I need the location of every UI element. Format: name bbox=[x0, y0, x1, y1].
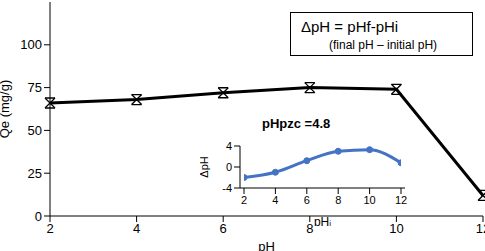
html-text:ΔpH = pHf-pHi: ΔpH = pHf-pHi bbox=[301, 18, 399, 35]
svg-text:4: 4 bbox=[226, 140, 232, 152]
svg-text:12: 12 bbox=[476, 221, 477, 236]
svg-text:6: 6 bbox=[220, 221, 227, 236]
svg-text:4: 4 bbox=[272, 194, 278, 206]
svg-text:10: 10 bbox=[389, 221, 403, 236]
svg-text:100: 100 bbox=[20, 37, 42, 52]
svg-text:8: 8 bbox=[335, 194, 341, 206]
svg-text:6: 6 bbox=[304, 194, 310, 206]
svg-text:25: 25 bbox=[28, 166, 42, 181]
svg-text:0: 0 bbox=[226, 161, 232, 173]
svg-text:0: 0 bbox=[35, 209, 42, 224]
svg-text:50: 50 bbox=[28, 123, 42, 138]
svg-text:Qe (mg/g): Qe (mg/g) bbox=[8, 80, 12, 139]
svg-text:2: 2 bbox=[241, 194, 247, 206]
svg-text:pHᵢ: pHᵢ bbox=[314, 215, 331, 226]
svg-text:pH: pH bbox=[258, 239, 275, 251]
svg-text:2: 2 bbox=[46, 221, 53, 236]
svg-text:75: 75 bbox=[28, 80, 42, 95]
svg-text:4: 4 bbox=[133, 221, 140, 236]
html-text:(final pH – initial pH): (final pH – initial pH) bbox=[329, 38, 437, 52]
svg-text:10: 10 bbox=[363, 194, 375, 206]
html-text:pHpzc =4.8: pHpzc =4.8 bbox=[262, 116, 331, 131]
svg-text:12: 12 bbox=[395, 194, 407, 206]
svg-text:-4: -4 bbox=[222, 182, 232, 194]
svg-text:8: 8 bbox=[306, 221, 313, 236]
svg-text:ΔpH: ΔpH bbox=[200, 156, 210, 177]
